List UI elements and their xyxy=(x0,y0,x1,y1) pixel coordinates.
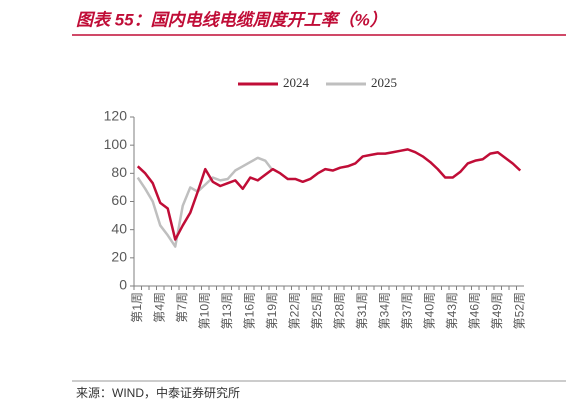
x-tick-label: 第34周 xyxy=(377,292,391,329)
x-tick-label: 第1周 xyxy=(130,292,144,323)
x-tick-label: 第28周 xyxy=(332,292,346,329)
x-tick-label: 第52周 xyxy=(512,292,526,329)
legend-label: 2024 xyxy=(283,75,310,90)
x-tick-label: 第19周 xyxy=(265,292,279,329)
chart-title: 图表 55：国内电线电缆周度开工率（%） xyxy=(76,10,387,29)
x-tick-label: 第49周 xyxy=(490,292,504,329)
series-line xyxy=(136,148,522,241)
y-tick-label: 40 xyxy=(111,220,127,236)
y-tick-label: 20 xyxy=(111,249,127,265)
x-tick-label: 第37周 xyxy=(400,292,414,329)
x-tick-label: 第25周 xyxy=(310,292,324,329)
y-tick-label: 80 xyxy=(111,164,127,180)
x-tick-label: 第46周 xyxy=(467,292,481,329)
series-line xyxy=(136,156,274,248)
x-tick-label: 第22周 xyxy=(287,292,301,329)
x-tick-label: 第13周 xyxy=(220,292,234,329)
y-tick-label: 100 xyxy=(104,136,128,152)
source: 来源：WIND，中泰证券研究所 xyxy=(76,385,240,400)
x-tick-label: 第31周 xyxy=(355,292,369,329)
legend-label: 2025 xyxy=(371,75,397,90)
y-tick-label: 0 xyxy=(119,277,127,293)
y-tick-label: 60 xyxy=(111,192,127,208)
x-tick-label: 第7周 xyxy=(175,292,189,323)
y-tick-label: 120 xyxy=(104,108,128,124)
x-tick-label: 第4周 xyxy=(152,292,166,323)
x-tick-label: 第43周 xyxy=(445,292,459,329)
x-tick-label: 第10周 xyxy=(197,292,211,329)
x-tick-label: 第16周 xyxy=(242,292,256,329)
x-tick-label: 第40周 xyxy=(422,292,436,329)
